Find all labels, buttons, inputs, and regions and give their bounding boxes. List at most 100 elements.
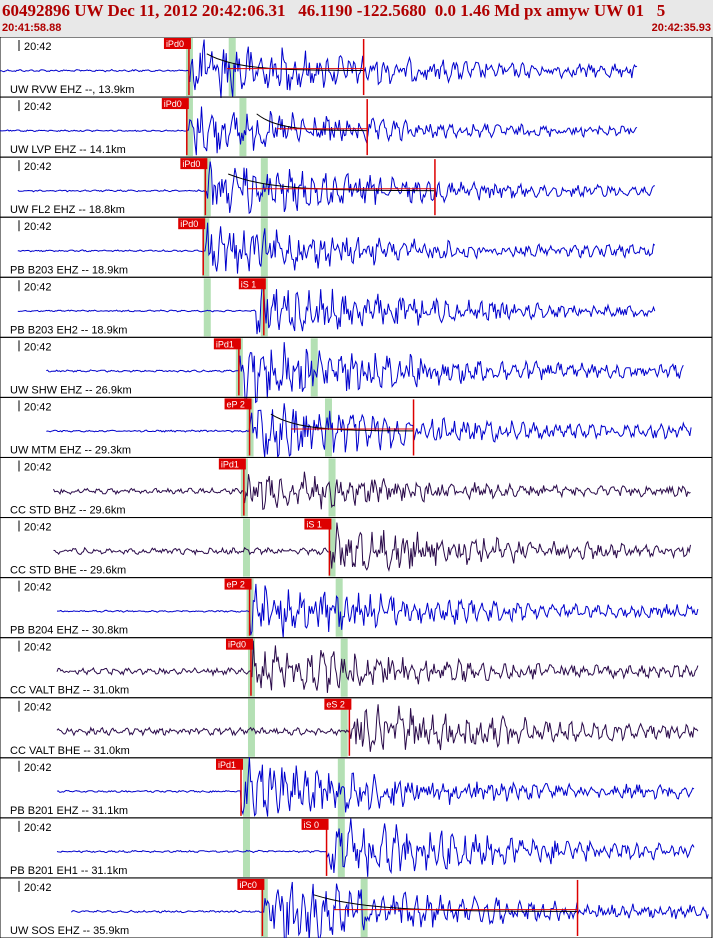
waveform-trace <box>17 222 656 274</box>
phase-pick-label: iPd0 <box>166 39 184 49</box>
trace-row[interactable]: eS 2 20:42 CC VALT BHE -- 31.0km <box>0 697 713 759</box>
trace-row[interactable]: iPd0 20:42 UW LVP EHZ -- 14.1km <box>0 96 713 158</box>
p-window-marker <box>185 98 193 157</box>
trace-time-label: 20:42 <box>24 702 52 714</box>
phase-pick-flag[interactable] <box>180 158 208 170</box>
phase-pick-label: iPc0 <box>239 880 257 890</box>
waveform-trace <box>53 522 691 572</box>
phase-pick-flag[interactable] <box>213 338 241 350</box>
trace-row[interactable]: iPd1 20:42 PB B201 EHZ -- 31.1km <box>0 757 713 819</box>
waveform-trace <box>0 106 638 156</box>
phase-pick-flag[interactable] <box>237 878 265 890</box>
trace-row[interactable]: iS 1 20:42 PB B203 EH2 -- 18.9km <box>0 276 713 338</box>
trace-station-label: UW RVW EHZ --, 13.9km <box>10 84 134 96</box>
p-window-marker <box>203 158 211 217</box>
trace-station-label: CC VALT BHE -- 31.0km <box>10 745 130 757</box>
trace-time-label: 20:42 <box>24 882 52 894</box>
event-title: 60492896 UW Dec 11, 2012 20:42:06.31 46.… <box>2 1 666 20</box>
s-window-marker <box>260 218 268 277</box>
trace-row[interactable]: iS 1 20:42 CC STD BHE -- 29.6km <box>0 517 713 579</box>
trace-row[interactable]: iPd0 20:42 PB B203 EHZ -- 18.9km <box>0 216 713 278</box>
waveform-trace <box>46 342 684 404</box>
coda-envelope <box>270 413 414 432</box>
phase-pick-flag[interactable] <box>324 698 352 710</box>
trace-station-label: PB B201 EH1 -- 31.1km <box>10 865 127 877</box>
window-end-time: 20:42:35.93 <box>651 22 711 34</box>
p-window-marker <box>203 278 211 337</box>
waveform-trace <box>46 403 692 458</box>
trace-time-label: 20:42 <box>24 401 52 413</box>
trace-station-label: CC STD BHZ -- 29.6km <box>10 505 126 517</box>
phase-pick-label: iS 1 <box>306 520 322 530</box>
phase-pick-flag[interactable] <box>161 98 189 110</box>
waveform-trace <box>56 640 699 693</box>
phase-pick-label: iPd1 <box>216 339 234 349</box>
trace-row[interactable]: iS 0 20:42 PB B201 EH1 -- 31.1km <box>0 817 713 879</box>
trace-time-label: 20:42 <box>24 221 52 233</box>
p-window-marker <box>242 518 250 577</box>
waveform-trace <box>57 583 699 638</box>
trace-row[interactable]: iPd1 20:42 CC STD BHZ -- 29.6km <box>0 456 713 519</box>
s-window-marker <box>340 638 348 697</box>
trace-time-label: 20:42 <box>24 461 52 473</box>
trace-time-label: 20:42 <box>24 161 52 173</box>
waveform-trace <box>56 704 699 752</box>
phase-pick-label: iPd1 <box>218 760 236 770</box>
phase-pick-flag[interactable] <box>224 398 252 410</box>
phase-pick-flag[interactable] <box>215 758 243 770</box>
header-bar: 60492896 UW Dec 11, 2012 20:42:06.31 46.… <box>0 0 713 37</box>
coda-envelope <box>206 53 364 71</box>
trace-station-label: UW LVP EHZ -- 14.1km <box>10 144 126 156</box>
trace-row[interactable]: eP 2 20:42 PB B204 EHZ -- 30.8km <box>0 577 713 639</box>
phase-pick-label: iS 0 <box>304 820 320 830</box>
phase-pick-flag[interactable] <box>224 578 252 590</box>
waveform-trace <box>53 471 691 511</box>
trace-row[interactable]: iPc0 20:42 UW SOS EHZ -- 35.9km <box>0 877 713 938</box>
trace-station-label: UW SHW EHZ -- 26.9km <box>10 384 132 396</box>
waveform-trace <box>56 818 695 877</box>
s-window-marker <box>239 98 247 157</box>
trace-station-label: CC STD BHE -- 29.6km <box>10 565 126 577</box>
trace-station-label: CC VALT BHZ -- 31.0km <box>10 685 129 697</box>
trace-row[interactable]: iPd0 20:42 CC VALT BHZ -- 31.0km <box>0 637 713 699</box>
coda-envelope <box>313 894 578 912</box>
phase-pick-label: iS 1 <box>241 279 257 289</box>
phase-pick-flag[interactable] <box>304 518 332 530</box>
phase-pick-label: eP 2 <box>227 399 245 409</box>
phase-pick-label: iPd0 <box>228 640 246 650</box>
s-window-marker <box>337 818 345 877</box>
phase-pick-flag[interactable] <box>301 818 329 830</box>
window-start-time: 20:41:58.88 <box>2 22 62 34</box>
trace-time-label: 20:42 <box>24 522 52 534</box>
s-window-marker <box>328 518 336 577</box>
phase-pick-flag[interactable] <box>238 278 266 290</box>
trace-station-label: UW FL2 EHZ -- 18.8km <box>10 204 125 216</box>
seismogram-panel[interactable]: iPd0 20:42 UW RVW EHZ --, 13.9km iPd0 20:42 U… <box>0 37 713 938</box>
trace-row[interactable]: eP 2 20:42 UW MTM EHZ -- 29.3km <box>0 396 713 458</box>
trace-time-label: 20:42 <box>24 822 52 834</box>
trace-row[interactable]: iPd1 20:42 UW SHW EHZ -- 26.9km <box>0 336 713 404</box>
waveform-trace <box>0 39 638 99</box>
trace-time-label: 20:42 <box>24 341 52 353</box>
trace-time-label: 20:42 <box>24 281 52 293</box>
phase-pick-flag[interactable] <box>178 218 206 230</box>
trace-station-label: UW SOS EHZ -- 35.9km <box>10 925 129 937</box>
s-window-marker <box>310 338 318 397</box>
phase-pick-flag[interactable] <box>218 458 246 470</box>
trace-row[interactable]: iPd0 20:42 UW RVW EHZ --, 13.9km <box>0 37 713 99</box>
trace-time-label: 20:42 <box>24 101 52 113</box>
phase-pick-flag[interactable] <box>225 638 253 650</box>
phase-pick-label: iPd0 <box>180 219 198 229</box>
trace-row[interactable]: iPd0 20:42 UW FL2 EHZ -- 18.8km <box>0 156 713 218</box>
trace-time-label: 20:42 <box>24 41 52 53</box>
phase-pick-label: eP 2 <box>227 580 245 590</box>
coda-envelope <box>228 173 435 192</box>
s-window-marker <box>340 698 348 757</box>
s-window-marker <box>228 38 236 97</box>
trace-station-label: PB B203 EH2 -- 18.9km <box>10 324 127 336</box>
phase-pick-label: iPd0 <box>164 99 182 109</box>
coda-envelope <box>256 113 368 132</box>
phase-pick-flag[interactable] <box>163 38 191 49</box>
p-window-marker <box>242 758 250 817</box>
s-window-marker <box>335 578 343 637</box>
